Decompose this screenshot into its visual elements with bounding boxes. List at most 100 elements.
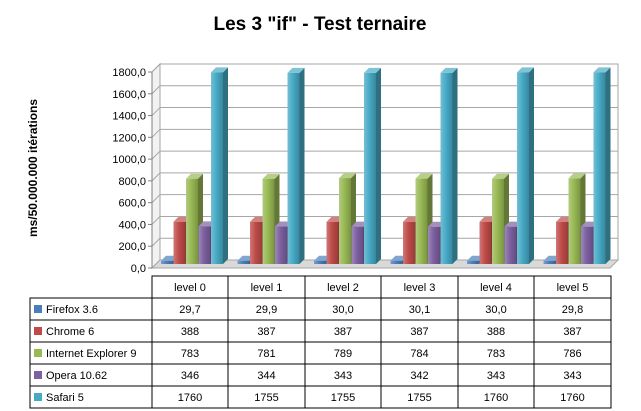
bar bbox=[440, 67, 458, 265]
bar bbox=[593, 67, 611, 264]
data-label: 29,7 bbox=[179, 304, 200, 316]
gridline-side bbox=[151, 194, 161, 204]
data-label: 783 bbox=[181, 348, 199, 360]
gridline-side bbox=[151, 150, 161, 160]
category-label: level 0 bbox=[174, 282, 206, 294]
bar-front bbox=[492, 178, 504, 264]
data-label: 1760 bbox=[484, 392, 508, 404]
legend-swatch bbox=[34, 371, 42, 379]
y-tick-label: 600,0 bbox=[118, 198, 146, 210]
bar-front bbox=[543, 260, 556, 264]
gridline-side bbox=[151, 107, 161, 116]
data-label: 343 bbox=[563, 370, 581, 382]
y-tick-label: 1200,0 bbox=[112, 132, 146, 144]
gridline-side bbox=[151, 128, 161, 138]
bar-front bbox=[314, 260, 326, 264]
y-tick-label: 1600,0 bbox=[112, 89, 146, 101]
y-tick-label: 1000,0 bbox=[112, 154, 146, 166]
category-label: level 4 bbox=[480, 282, 512, 294]
data-label: 344 bbox=[257, 370, 275, 382]
bar-top bbox=[211, 67, 228, 73]
data-label: 1760 bbox=[560, 392, 584, 404]
legend-swatch bbox=[34, 305, 42, 313]
bar-front bbox=[517, 72, 529, 264]
y-tick-label: 800,0 bbox=[118, 176, 146, 188]
bar-front bbox=[390, 260, 403, 264]
bar-side bbox=[299, 67, 305, 265]
side-wall bbox=[151, 62, 161, 270]
data-label: 387 bbox=[257, 326, 275, 338]
bar-side bbox=[529, 67, 534, 264]
legend-swatch bbox=[34, 349, 42, 357]
data-label: 342 bbox=[410, 370, 428, 382]
bar-side bbox=[223, 67, 228, 264]
bar-front bbox=[568, 178, 581, 264]
back-wall bbox=[159, 63, 619, 261]
data-label: 30,0 bbox=[332, 304, 353, 316]
bar-front bbox=[198, 226, 211, 264]
bar-front bbox=[339, 178, 351, 264]
data-label: 343 bbox=[334, 370, 352, 382]
bar-front bbox=[250, 221, 262, 264]
bar-front bbox=[581, 226, 593, 264]
gridline-side bbox=[151, 237, 161, 247]
data-label: 786 bbox=[563, 348, 581, 360]
bar-top bbox=[440, 67, 458, 73]
legend-entry: Firefox 3.6 bbox=[46, 304, 98, 316]
legend-entry: Chrome 6 bbox=[46, 326, 94, 338]
y-tick-label: 1400,0 bbox=[112, 111, 146, 123]
bar bbox=[364, 67, 381, 265]
bar-top bbox=[339, 173, 356, 179]
gridline-side bbox=[151, 172, 161, 182]
y-tick-label: 1800,0 bbox=[112, 67, 146, 79]
bar-top bbox=[262, 173, 280, 179]
bar-top bbox=[593, 67, 611, 73]
bar-front bbox=[161, 260, 173, 264]
bar-front bbox=[467, 260, 479, 264]
category-label: level 5 bbox=[557, 282, 589, 294]
data-label: 29,8 bbox=[562, 304, 583, 316]
bar-front bbox=[262, 178, 275, 264]
bar-front bbox=[173, 221, 186, 264]
bar-side bbox=[376, 67, 381, 265]
bar-top bbox=[364, 67, 381, 73]
bar-front bbox=[351, 226, 364, 264]
data-label: 346 bbox=[181, 370, 199, 382]
legend-entry: Internet Explorer 9 bbox=[46, 348, 137, 360]
bar-front bbox=[556, 221, 568, 264]
bar-front bbox=[504, 226, 517, 264]
bar-front bbox=[364, 72, 376, 265]
bar-top bbox=[517, 67, 534, 73]
data-label: 388 bbox=[487, 326, 505, 338]
bar-front bbox=[428, 226, 440, 264]
data-label: 783 bbox=[487, 348, 505, 360]
legend-swatch bbox=[34, 393, 42, 401]
category-label: level 2 bbox=[327, 282, 359, 294]
data-label: 30,1 bbox=[409, 304, 430, 316]
bar-top bbox=[492, 173, 509, 179]
bar-top bbox=[287, 67, 305, 73]
bar-front bbox=[593, 72, 606, 264]
data-label: 30,0 bbox=[485, 304, 506, 316]
bar-top bbox=[186, 173, 203, 179]
gridline-side bbox=[151, 85, 161, 95]
bar-front bbox=[211, 72, 223, 264]
category-label: level 3 bbox=[404, 282, 436, 294]
data-label: 387 bbox=[334, 326, 352, 338]
y-tick-label: 0,0 bbox=[131, 263, 146, 275]
data-label: 1760 bbox=[178, 392, 202, 404]
y-tick-label: 400,0 bbox=[118, 219, 146, 231]
data-label: 1755 bbox=[407, 392, 431, 404]
data-label: 388 bbox=[181, 326, 199, 338]
bar-side bbox=[605, 67, 611, 264]
data-label: 1755 bbox=[254, 392, 278, 404]
chart-title: Les 3 "if" - Test ternaire bbox=[213, 14, 426, 35]
plot-area: 0,0 200,0 400,0 600,0 800,0 1000,0 1200,0 1400,… bbox=[112, 62, 620, 275]
gridline-side bbox=[151, 216, 161, 225]
bar-front bbox=[440, 72, 453, 265]
y-tick-label: 200,0 bbox=[118, 241, 146, 253]
bar-front bbox=[237, 260, 250, 264]
bar-front bbox=[479, 221, 492, 264]
data-label: 784 bbox=[410, 348, 428, 360]
